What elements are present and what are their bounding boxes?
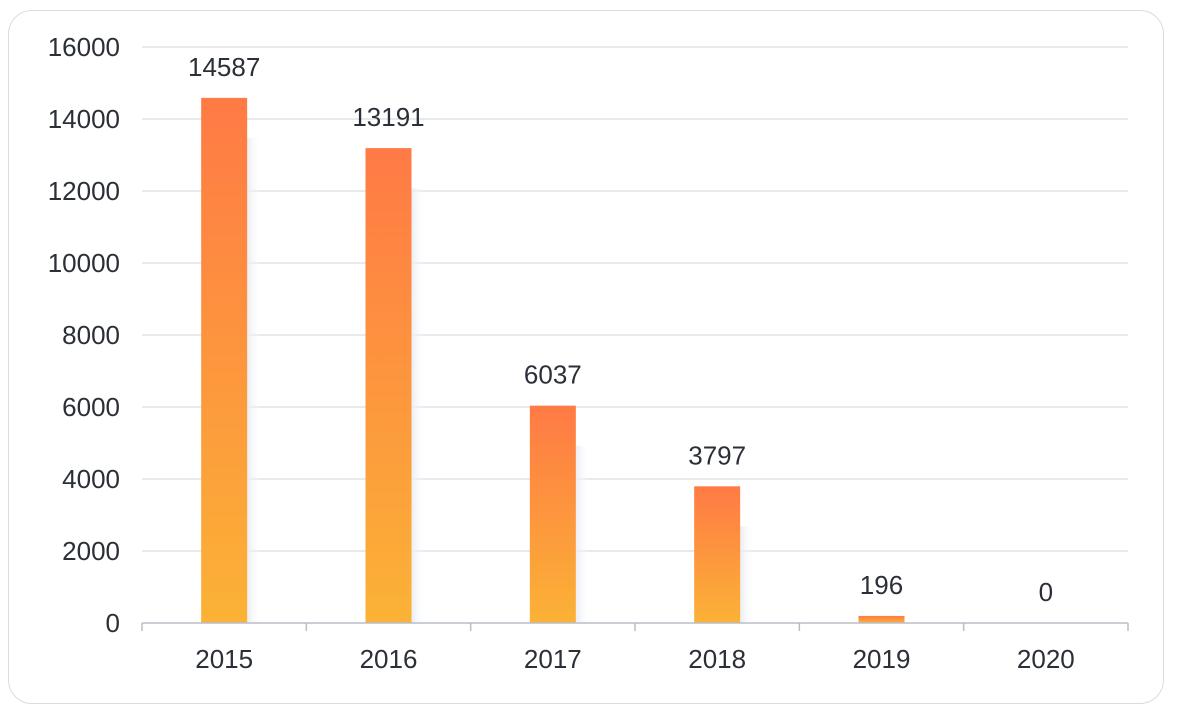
y-tick-label: 8000 [62, 320, 120, 350]
bar-2017 [529, 405, 576, 623]
bar-shadow [740, 526, 755, 623]
x-axis: 2015 2016 2017 2018 2019 2020 [141, 622, 1129, 674]
bar-2015 [201, 97, 248, 624]
x-tick-label: 2019 [853, 644, 911, 674]
y-tick-label: 12000 [48, 176, 120, 206]
bar-2016 [365, 148, 412, 623]
x-tick-label: 2018 [688, 644, 746, 674]
y-axis: 0 2000 4000 6000 8000 10000 12000 14000 16000 [48, 32, 120, 638]
x-tick-label: 2015 [195, 644, 253, 674]
bar-shadow [575, 445, 590, 623]
data-label-2016: 13191 [352, 102, 424, 132]
y-tick-label: 0 [106, 608, 120, 638]
data-label-2018: 3797 [688, 440, 746, 470]
x-tick-label: 2016 [360, 644, 418, 674]
data-label-2019: 196 [860, 570, 903, 600]
data-label-2017: 6037 [524, 360, 582, 390]
bar-shadow [247, 137, 262, 624]
bars [201, 97, 905, 624]
data-label-2015: 14587 [188, 52, 260, 82]
data-label-2020: 0 [1039, 577, 1053, 607]
y-tick-label: 4000 [62, 464, 120, 494]
y-tick-label: 6000 [62, 392, 120, 422]
y-tick-label: 2000 [62, 536, 120, 566]
y-tick-label: 16000 [48, 32, 120, 62]
y-tick-label: 14000 [48, 104, 120, 134]
bar-2018 [694, 486, 741, 623]
bar-2019 [858, 615, 905, 623]
bar-shadow [411, 188, 426, 623]
data-labels: 14587 13191 6037 3797 196 0 [188, 52, 1053, 607]
x-tick-label: 2020 [1017, 644, 1075, 674]
grid-lines [142, 46, 1128, 552]
y-tick-label: 10000 [48, 248, 120, 278]
x-tick-label: 2017 [524, 644, 582, 674]
